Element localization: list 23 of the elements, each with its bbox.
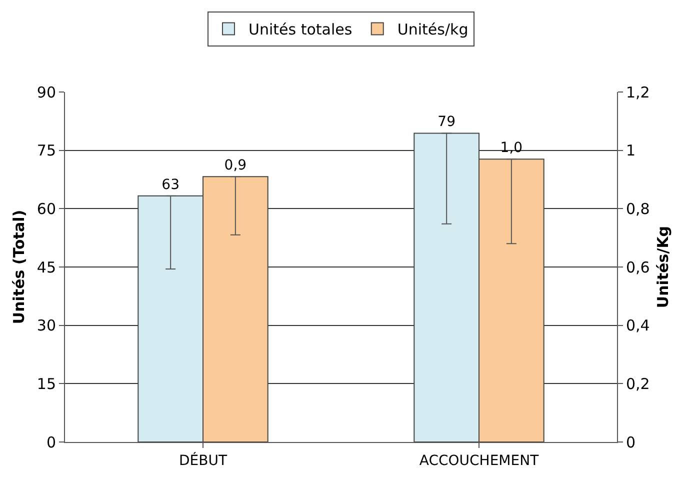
data-label: 63 — [162, 176, 180, 193]
y2-tick-label: 0,2 — [626, 374, 650, 393]
y-tick-label: 90 — [36, 83, 56, 102]
y-tick-label: 30 — [36, 316, 56, 335]
x-tick-label: ACCOUCHEMENT — [419, 452, 540, 469]
data-label: 79 — [438, 114, 456, 130]
legend-label: Unités/kg — [397, 20, 468, 39]
y-tick-label: 0 — [46, 433, 56, 452]
legend-label: Unités totales — [248, 20, 352, 39]
data-label: 0,9 — [224, 158, 247, 174]
y2-tick-label: 1 — [626, 142, 636, 160]
y2-tick-label: 0,4 — [626, 316, 650, 335]
y-tick-label: 15 — [36, 374, 56, 393]
x-tick-label: DÉBUT — [178, 452, 228, 469]
y-tick-label: 75 — [36, 142, 56, 160]
y2-tick-label: 0,8 — [626, 200, 650, 218]
y-tick-label: 60 — [36, 200, 56, 218]
y-tick-label: 45 — [36, 258, 56, 276]
y2-axis-title: Unités/Kg — [654, 226, 672, 308]
y2-tick-label: 0,6 — [626, 258, 650, 276]
y-axis-title: Unités (Total) — [10, 210, 28, 324]
y2-tick-label: 1,2 — [626, 83, 650, 102]
y2-tick-label: 0 — [626, 433, 636, 452]
